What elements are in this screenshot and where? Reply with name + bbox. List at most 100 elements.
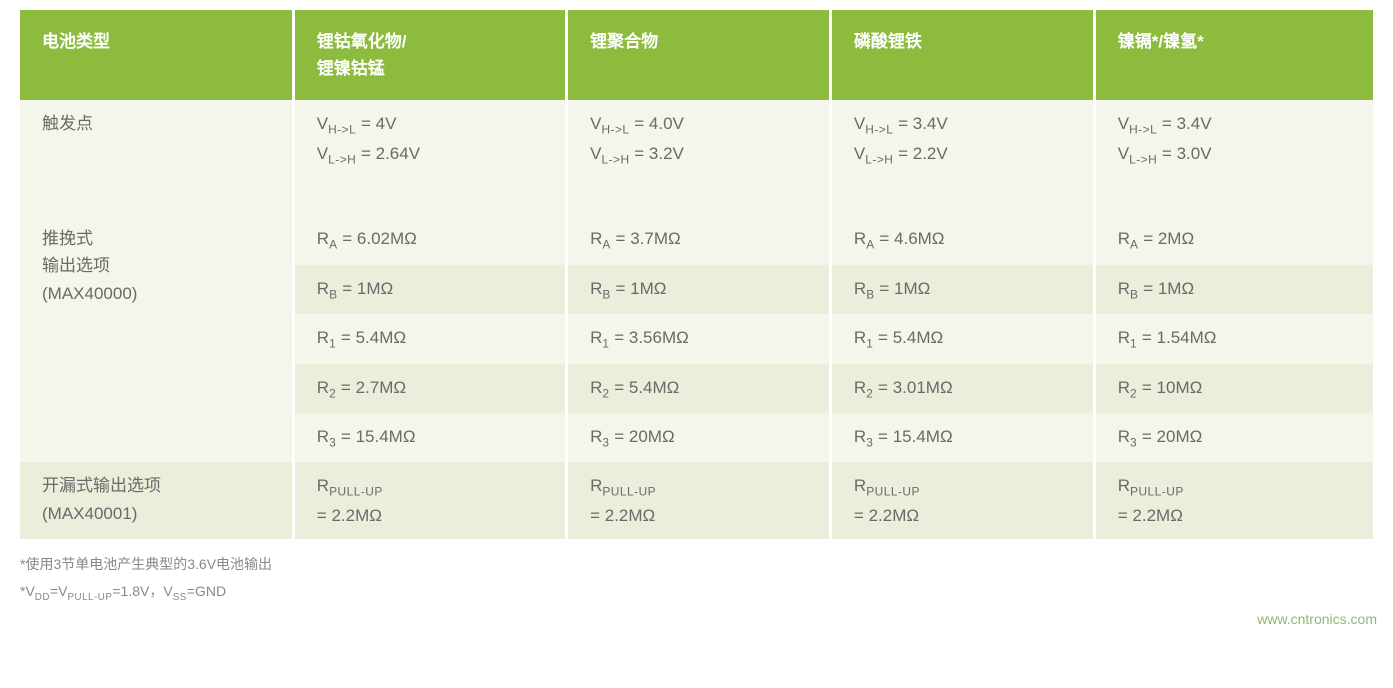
value: 5.4MΩ bbox=[629, 378, 680, 397]
cell: RPULL-UP= 2.2MΩ bbox=[830, 462, 1094, 539]
value: 3.0V bbox=[1177, 144, 1212, 163]
sub: 2 bbox=[329, 386, 336, 400]
cell: R3 = 20MΩ bbox=[1094, 413, 1373, 462]
sub: A bbox=[866, 238, 874, 252]
value: 3.7MΩ bbox=[630, 229, 681, 248]
cell: RB = 1MΩ bbox=[1094, 265, 1373, 314]
col-header-lipo: 锂聚合物 bbox=[567, 10, 831, 100]
t: V bbox=[25, 583, 34, 599]
value: 2.64V bbox=[376, 144, 420, 163]
value: 4.6MΩ bbox=[894, 229, 945, 248]
header-text: 镍镉*/镍氢* bbox=[1118, 32, 1204, 51]
cell-trigger-lipo: VH->L = 4.0VVL->H = 3.2V bbox=[567, 100, 831, 179]
row-push-pull-ra: 推挽式输出选项(MAX40000) RA = 6.02MΩ RA = 3.7MΩ… bbox=[20, 215, 1373, 264]
footnote-line-2: *VDD=VPULL-UP=1.8V，VSS=GND bbox=[20, 578, 1373, 607]
sub: B bbox=[866, 287, 874, 301]
value: 3.01MΩ bbox=[893, 378, 953, 397]
sub: 1 bbox=[602, 337, 609, 351]
cell: RPULL-UP= 2.2MΩ bbox=[567, 462, 831, 539]
sub-ss: SS bbox=[173, 591, 187, 602]
value: 5.4MΩ bbox=[356, 328, 407, 347]
sub: 2 bbox=[866, 386, 873, 400]
watermark: www.cntronics.com bbox=[0, 611, 1393, 627]
cell: R2 = 10MΩ bbox=[1094, 364, 1373, 413]
value: 15.4MΩ bbox=[893, 427, 953, 446]
value: 1MΩ bbox=[630, 279, 666, 298]
cell: RPULL-UP= 2.2MΩ bbox=[1094, 462, 1373, 539]
value: 5.4MΩ bbox=[893, 328, 944, 347]
value: 2.2MΩ bbox=[869, 506, 920, 525]
header-text: 电池类型 bbox=[42, 32, 110, 51]
spacer-row bbox=[20, 179, 1373, 215]
cell: R3 = 15.4MΩ bbox=[293, 413, 566, 462]
value: 20MΩ bbox=[629, 427, 675, 446]
label-text: 开漏式输出选项(MAX40001) bbox=[42, 476, 161, 522]
value: 3.4V bbox=[913, 114, 948, 133]
t: =V bbox=[50, 583, 68, 599]
footnote-line-1: *使用3节单电池产生典型的3.6V电池输出 bbox=[20, 551, 1373, 578]
value: 2.2MΩ bbox=[331, 506, 382, 525]
row-label-open-drain: 开漏式输出选项(MAX40001) bbox=[20, 462, 293, 539]
col-header-nicd-nimh: 镍镉*/镍氢* bbox=[1094, 10, 1373, 100]
sub: 3 bbox=[1130, 435, 1137, 449]
col-header-battery-type: 电池类型 bbox=[20, 10, 293, 100]
header-text: 锂钴氧化物/锂镍钴锰 bbox=[317, 32, 407, 78]
sub: A bbox=[1130, 238, 1138, 252]
sub-pullup: PULL-UP bbox=[67, 591, 112, 602]
sub: 1 bbox=[329, 337, 336, 351]
cell-trigger-lico: VH->L = 4VVL->H = 2.64V bbox=[293, 100, 566, 179]
cell: RA = 6.02MΩ bbox=[293, 215, 566, 264]
value: 2.2MΩ bbox=[605, 506, 656, 525]
row-trigger-point: 触发点 VH->L = 4VVL->H = 2.64V VH->L = 4.0V… bbox=[20, 100, 1373, 179]
battery-comparison-table: 电池类型 锂钴氧化物/锂镍钴锰 锂聚合物 磷酸锂铁 镍镉*/镍氢* 触发点 VH… bbox=[20, 10, 1373, 539]
cell: R2 = 5.4MΩ bbox=[567, 364, 831, 413]
cell: RA = 4.6MΩ bbox=[830, 215, 1094, 264]
cell: R2 = 2.7MΩ bbox=[293, 364, 566, 413]
value: 2.7MΩ bbox=[356, 378, 407, 397]
value: 2MΩ bbox=[1158, 229, 1194, 248]
cell: RB = 1MΩ bbox=[293, 265, 566, 314]
sub: 1 bbox=[1130, 337, 1137, 351]
t: =1.8V，V bbox=[112, 583, 172, 599]
value: 3.4V bbox=[1177, 114, 1212, 133]
cell: R1 = 5.4MΩ bbox=[830, 314, 1094, 363]
footnotes: *使用3节单电池产生典型的3.6V电池输出 *VDD=VPULL-UP=1.8V… bbox=[20, 551, 1373, 607]
value: 1MΩ bbox=[894, 279, 930, 298]
cell: R1 = 3.56MΩ bbox=[567, 314, 831, 363]
sub: 3 bbox=[329, 435, 336, 449]
cell-trigger-lifepo4: VH->L = 3.4VVL->H = 2.2V bbox=[830, 100, 1094, 179]
value: 2.2MΩ bbox=[1132, 506, 1183, 525]
watermark-text: www.cntronics.com bbox=[1257, 611, 1377, 627]
value: 6.02MΩ bbox=[357, 229, 417, 248]
label-text: 推挽式输出选项(MAX40000) bbox=[42, 229, 137, 302]
sub: B bbox=[329, 287, 337, 301]
sub: B bbox=[1130, 287, 1138, 301]
sub: 2 bbox=[602, 386, 609, 400]
value: 20MΩ bbox=[1157, 427, 1203, 446]
cell: R1 = 1.54MΩ bbox=[1094, 314, 1373, 363]
row-label: 触发点 bbox=[20, 100, 293, 179]
col-header-lifepo4: 磷酸锂铁 bbox=[830, 10, 1094, 100]
cell: R1 = 5.4MΩ bbox=[293, 314, 566, 363]
cell: R2 = 3.01MΩ bbox=[830, 364, 1094, 413]
cell: RA = 3.7MΩ bbox=[567, 215, 831, 264]
cell: RA = 2MΩ bbox=[1094, 215, 1373, 264]
value: 1MΩ bbox=[357, 279, 393, 298]
value: 15.4MΩ bbox=[356, 427, 416, 446]
cell-trigger-nicd: VH->L = 3.4VVL->H = 3.0V bbox=[1094, 100, 1373, 179]
table-header-row: 电池类型 锂钴氧化物/锂镍钴锰 锂聚合物 磷酸锂铁 镍镉*/镍氢* bbox=[20, 10, 1373, 100]
sub: B bbox=[602, 287, 610, 301]
cell: R3 = 20MΩ bbox=[567, 413, 831, 462]
row-label-push-pull: 推挽式输出选项(MAX40000) bbox=[20, 215, 293, 462]
sub: A bbox=[602, 238, 610, 252]
footnote-text: 使用3节单电池产生典型的3.6V电池输出 bbox=[25, 556, 272, 572]
sub: 3 bbox=[602, 435, 609, 449]
row-open-drain: 开漏式输出选项(MAX40001) RPULL-UP= 2.2MΩ RPULL-… bbox=[20, 462, 1373, 539]
sub-dd: DD bbox=[35, 591, 50, 602]
sub: 3 bbox=[866, 435, 873, 449]
value: 1MΩ bbox=[1158, 279, 1194, 298]
cell: RPULL-UP= 2.2MΩ bbox=[293, 462, 566, 539]
sub: 1 bbox=[866, 337, 873, 351]
value: 1.54MΩ bbox=[1157, 328, 1217, 347]
value: 10MΩ bbox=[1157, 378, 1203, 397]
